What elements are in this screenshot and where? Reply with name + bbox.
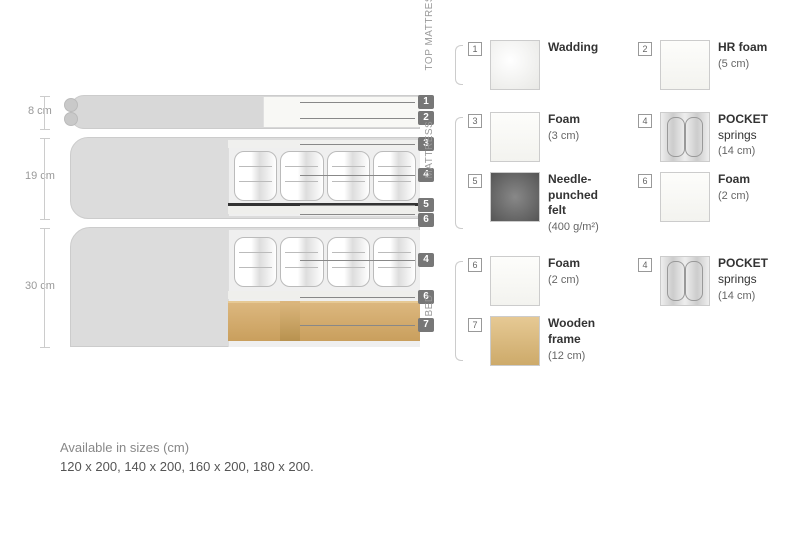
legend-item: 1 Wadding [468, 40, 618, 90]
swatch [490, 316, 540, 366]
swatch [490, 112, 540, 162]
legend-num: 4 [638, 258, 652, 272]
swatch [660, 256, 710, 306]
legend-text: Needle-punched felt(400 g/m²) [548, 172, 618, 234]
legend-item: 5 Needle-punched felt(400 g/m²) [468, 172, 618, 234]
legend-num: 1 [468, 42, 482, 56]
legend-text: Wadding [548, 40, 598, 56]
swatch [490, 40, 540, 90]
sizes-block: Available in sizes (cm) 120 x 200, 140 x… [60, 440, 314, 474]
legend-item: 4 POCKET springs(14 cm) [638, 112, 788, 162]
legend-item: 4 POCKET springs(14 cm) [638, 256, 788, 306]
ptr [300, 325, 415, 326]
ptr [300, 214, 415, 215]
legend-num: 6 [468, 258, 482, 272]
legend-text: Foam(2 cm) [548, 256, 580, 287]
sizes-label: Available in sizes (cm) [60, 440, 314, 455]
section-label: BED [424, 295, 435, 317]
ptr [300, 144, 415, 145]
num-1: 1 [418, 95, 434, 109]
legend-item: 6 Foam(2 cm) [468, 256, 618, 306]
legend-text: HR foam(5 cm) [718, 40, 767, 71]
legend: TOP MATTRESS1Wadding2HR foam(5 cm) MATTR… [440, 40, 790, 388]
section-label: MATTRESS [424, 121, 435, 179]
swatch [490, 172, 540, 222]
legend-num: 5 [468, 174, 482, 188]
layer-mattress [70, 137, 420, 219]
section-top-mattress: TOP MATTRESS1Wadding2HR foam(5 cm) [440, 40, 790, 90]
sizes-values: 120 x 200, 140 x 200, 160 x 200, 180 x 2… [60, 459, 314, 474]
ptr [300, 297, 415, 298]
legend-text: Wooden frame(12 cm) [548, 316, 618, 363]
legend-text: POCKET springs(14 cm) [718, 256, 788, 303]
swatch [660, 112, 710, 162]
layer-top-mattress [70, 95, 420, 129]
legend-num: 7 [468, 318, 482, 332]
ptr [300, 118, 415, 119]
legend-text: Foam(3 cm) [548, 112, 580, 143]
section-mattress: MATTRESS3Foam(3 cm)4POCKET springs(14 cm… [440, 112, 790, 234]
num-6: 6 [418, 213, 434, 227]
dim-bar-mid [40, 138, 50, 220]
dim-bar-top [40, 96, 50, 130]
layer-bed [70, 227, 420, 347]
num-7: 7 [418, 318, 434, 332]
legend-num: 3 [468, 114, 482, 128]
legend-text: Foam(2 cm) [718, 172, 750, 203]
swatch [490, 256, 540, 306]
legend-item: 3 Foam(3 cm) [468, 112, 618, 162]
legend-num: 2 [638, 42, 652, 56]
section-bed: BED6Foam(2 cm)4POCKET springs(14 cm)7Woo… [440, 256, 790, 366]
legend-item: 7 Wooden frame(12 cm) [468, 316, 618, 366]
ptr [300, 205, 415, 206]
dim-bar-bot [40, 228, 50, 348]
legend-num: 4 [638, 114, 652, 128]
ptr [300, 102, 415, 103]
ptr [300, 260, 415, 261]
cross-section-diagram [70, 95, 420, 355]
swatch [660, 40, 710, 90]
legend-item: 2 HR foam(5 cm) [638, 40, 788, 90]
swatch [660, 172, 710, 222]
ptr [300, 175, 415, 176]
num-5: 5 [418, 198, 434, 212]
section-label: TOP MATTRESS [424, 0, 435, 71]
legend-text: POCKET springs(14 cm) [718, 112, 788, 159]
legend-item: 6 Foam(2 cm) [638, 172, 788, 234]
num-4b: 4 [418, 253, 434, 267]
legend-num: 6 [638, 174, 652, 188]
